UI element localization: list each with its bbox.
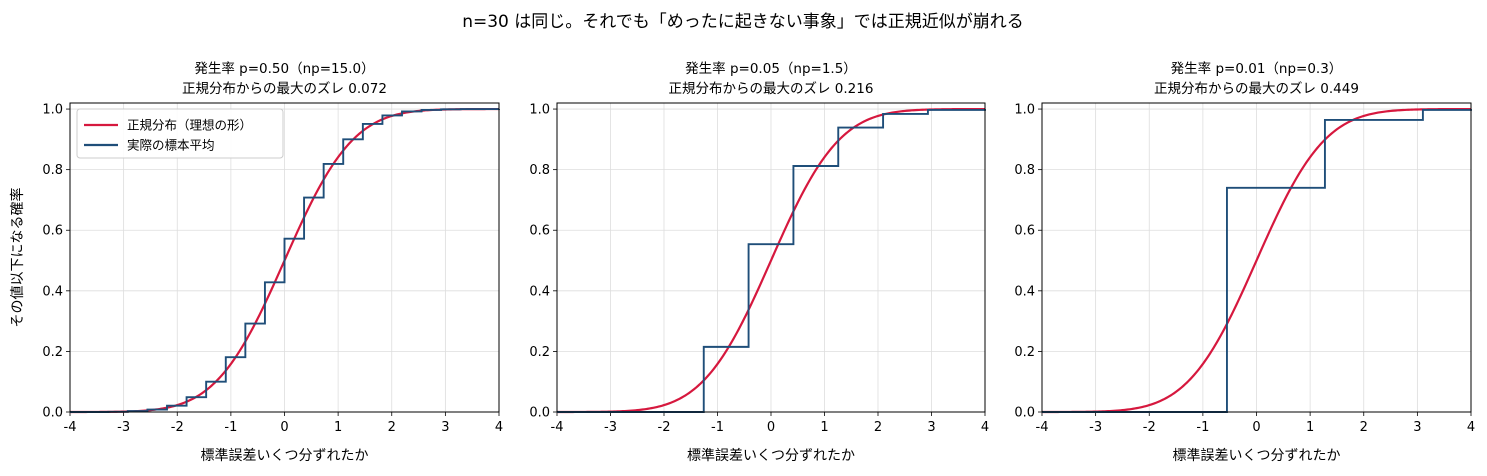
x-tick-label: 2 [388,420,396,435]
normal-cdf-line [557,107,985,414]
panel-subtitle: 正規分布からの最大のズレ 0.216 [669,81,874,97]
panel-subtitle: 正規分布からの最大のズレ 0.449 [1154,81,1359,97]
axes-frame [1041,102,1472,413]
panel-title: 発生率 p=0.50（np=15.0） [194,60,374,77]
x-tick-label: 4 [981,420,989,435]
x-axis-label: 標準誤差いくつ分ずれたか [687,448,855,464]
y-tick-label: 0.2 [42,345,63,360]
x-tick-label: 0 [1252,420,1260,435]
figure-title: n=30 は同じ。それでも「めったに起きない事象」では正規近似が崩れる [462,12,1024,32]
x-tick-label: 1 [334,420,342,435]
y-tick-label: 0.8 [42,163,63,178]
x-tick-label: 4 [1467,420,1475,435]
legend-entry: 実際の標本平均 [127,138,215,153]
y-tick-label: 0.6 [1014,224,1035,239]
x-tick-label: -1 [1196,420,1209,435]
y-tick-label: 0.2 [529,345,550,360]
y-tick-label: 0.4 [1014,284,1035,299]
x-tick-label: -1 [224,420,237,435]
y-tick-label: 0.0 [1014,406,1035,421]
x-tick-label: -3 [117,420,130,435]
y-tick-label: 0.8 [1014,163,1035,178]
panel-subtitle: 正規分布からの最大のズレ 0.072 [182,81,387,97]
y-tick-label: 0.0 [529,406,550,421]
x-tick-label: -3 [1089,420,1102,435]
normal-cdf-line [1042,107,1471,414]
y-tick-label: 1.0 [529,103,550,118]
x-tick-label: 3 [927,420,935,435]
chart-panel-1: -4 -3 -2 -1 0 1 2 3 4 0.0 0.2 0.4 0.6 0.8 1.0 発生率 p=0.5… [9,60,503,464]
chart-panel-3: -4 -3 -2 -1 0 1 2 3 4 0.0 0.2 0.4 0.6 0.8 1.0 発生率 p=0.0… [1014,60,1475,464]
legend-entry: 正規分布（理想の形） [127,118,252,133]
y-tick-label: 0.6 [42,224,63,239]
empirical-step-line [557,109,986,413]
y-axis-label: その値以下になる確率 [9,188,26,328]
x-tick-label: -1 [711,420,724,435]
empirical-step-line [70,108,500,413]
chart-panel-2: -4 -3 -2 -1 0 1 2 3 4 0.0 0.2 0.4 0.6 0.8 1.0 発生率 p=0.0… [529,60,989,464]
x-axis-label: 標準誤差いくつ分ずれたか [201,448,369,464]
axes-frame [69,102,500,413]
x-tick-label: -2 [658,420,671,435]
x-tick-label: -4 [64,420,77,435]
x-tick-label: -4 [1036,420,1049,435]
legend-box [76,108,284,159]
x-tick-label: -4 [551,420,564,435]
x-tick-label: 2 [1360,420,1368,435]
x-tick-label: 1 [1306,420,1314,435]
x-tick-label: 3 [441,420,449,435]
empirical-step-line [1042,109,1472,413]
x-tick-label: -2 [171,420,184,435]
y-tick-label: 1.0 [42,103,63,118]
x-axis-label: 標準誤差いくつ分ずれたか [1173,448,1341,464]
panel-title: 発生率 p=0.05（np=1.5） [685,60,857,77]
x-tick-label: 4 [495,420,503,435]
x-tick-label: 3 [1413,420,1421,435]
x-tick-label: 1 [820,420,828,435]
x-tick-label: 0 [280,420,288,435]
y-tick-label: 0.4 [42,284,63,299]
y-tick-label: 0.6 [529,224,550,239]
panel-title: 発生率 p=0.01（np=0.3） [1171,60,1343,77]
legend: 正規分布（理想の形） 実際の標本平均 [76,108,284,159]
y-tick-label: 0.4 [529,284,550,299]
y-tick-label: 0.8 [529,163,550,178]
y-tick-label: 0.0 [42,406,63,421]
axes-frame [556,102,986,413]
x-tick-label: 2 [874,420,882,435]
x-tick-label: 0 [767,420,775,435]
x-tick-label: -2 [1143,420,1156,435]
y-tick-label: 1.0 [1014,103,1035,118]
y-tick-label: 0.2 [1014,345,1035,360]
x-tick-label: -3 [604,420,617,435]
